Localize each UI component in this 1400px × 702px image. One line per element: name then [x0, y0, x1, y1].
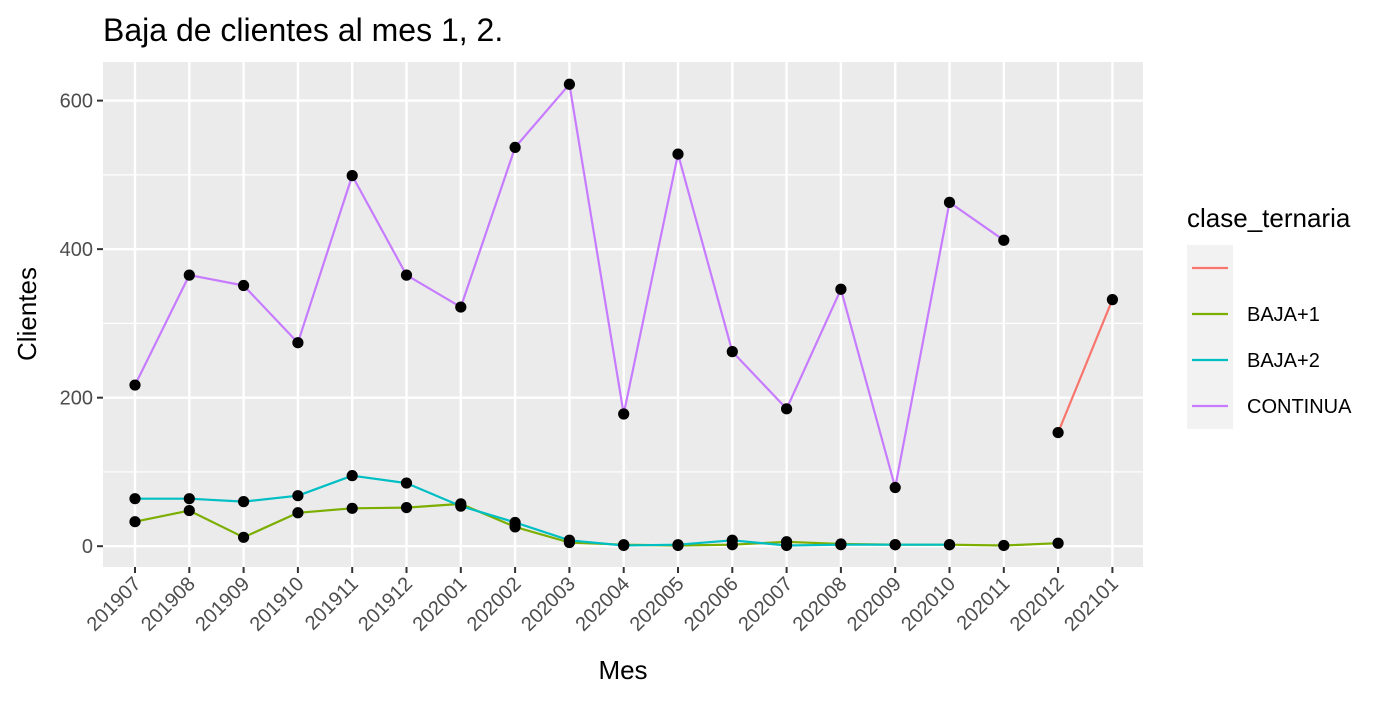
data-point [943, 539, 956, 551]
legend-key-background [1187, 245, 1233, 429]
data-point [346, 502, 358, 514]
data-point [509, 141, 521, 154]
y-tick-label: 0 [82, 536, 93, 558]
data-point [129, 516, 141, 528]
grid-major [103, 62, 1143, 567]
x-tick-label: 202009 [843, 573, 906, 636]
data-point [726, 534, 738, 546]
data-point [1052, 426, 1064, 439]
data-point [238, 531, 250, 543]
x-tick-label: 202003 [517, 573, 580, 636]
x-tick-label: 201907 [83, 573, 146, 636]
data-point [129, 493, 141, 505]
y-tick-label: 600 [60, 91, 93, 113]
data-point [455, 301, 467, 313]
data-point [835, 539, 847, 551]
x-tick-label: 201912 [354, 573, 417, 636]
data-point [292, 337, 304, 349]
x-tick-label: 202010 [897, 573, 960, 636]
data-point [292, 507, 304, 519]
data-point [183, 269, 195, 281]
chart-title: Baja de clientes al mes 1, 2. [103, 12, 503, 48]
data-point [835, 283, 847, 295]
data-point [889, 481, 901, 494]
x-tick-label: 202008 [789, 573, 852, 636]
y-tick-label: 400 [60, 239, 93, 261]
y-tick-label: 200 [60, 388, 93, 410]
legend-label: BAJA+1 [1247, 304, 1320, 326]
data-point [618, 408, 630, 420]
data-point [400, 269, 413, 281]
x-tick-label: 202012 [1006, 573, 1069, 636]
data-point [563, 78, 576, 90]
x-axis-title: Mes [598, 655, 647, 685]
data-point [346, 170, 358, 182]
data-point [781, 403, 793, 415]
x-tick-label: 202001 [409, 573, 472, 636]
x-tick-label: 201910 [246, 573, 309, 636]
data-points [129, 78, 1118, 552]
x-tick-label: 202002 [463, 573, 526, 636]
legend-label: CONTINUA [1247, 396, 1352, 418]
y-axis-title: Clientes [12, 267, 42, 361]
x-tick-label: 202005 [626, 573, 689, 636]
data-point [618, 539, 630, 552]
x-tick-label: 202007 [734, 573, 797, 636]
x-tick-label: 201911 [301, 573, 363, 635]
x-axis: 2019072019082019092019102019112019122020… [83, 567, 1123, 636]
data-point [998, 539, 1010, 552]
data-point [455, 500, 467, 512]
x-tick-label: 202011 [953, 573, 1015, 635]
x-tick-label: 202004 [571, 573, 634, 636]
x-tick-label: 202006 [680, 573, 743, 636]
data-point [672, 539, 684, 551]
data-point [1106, 294, 1118, 306]
data-point [943, 196, 956, 208]
data-point [238, 279, 250, 292]
data-point [183, 504, 195, 517]
data-point [400, 477, 413, 489]
legend: clase_ternaria BAJA+1 BAJA+2 CONTINUA [1187, 203, 1352, 429]
series-line-2 [135, 474, 950, 547]
x-tick-label: 201908 [137, 573, 200, 636]
data-point [781, 539, 793, 552]
data-point [563, 534, 576, 546]
data-point [889, 539, 901, 551]
data-point [238, 496, 250, 508]
data-point [1052, 537, 1064, 549]
data-point [129, 379, 141, 391]
data-point [509, 516, 521, 529]
data-point [726, 346, 738, 358]
series-line-0 [1057, 299, 1114, 434]
data-point [672, 148, 684, 160]
legend-title: clase_ternaria [1187, 203, 1351, 233]
legend-label: BAJA+2 [1247, 350, 1320, 372]
x-tick-label: 202101 [1060, 573, 1123, 636]
x-tick-label: 201909 [191, 573, 254, 636]
data-point [292, 490, 304, 502]
data-point [400, 501, 413, 514]
data-point [183, 493, 195, 505]
data-point [346, 470, 358, 482]
data-point [998, 234, 1010, 246]
y-axis: 0 200 400 600 [60, 91, 103, 558]
